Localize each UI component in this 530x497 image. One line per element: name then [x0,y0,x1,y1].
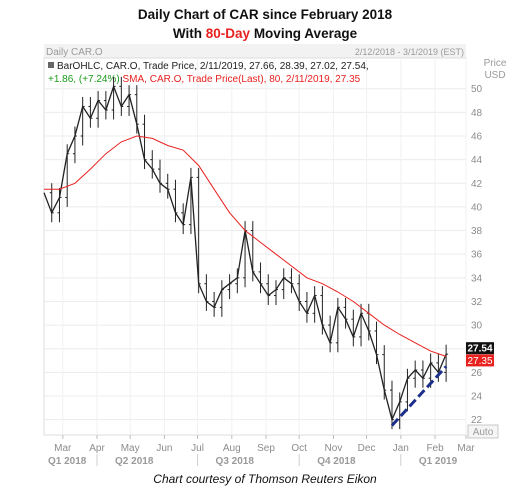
quarter-tick-label: Q1 2018 [48,456,87,467]
trendline [390,365,448,427]
month-tick-label: Nov [325,443,343,454]
y-tick-label: 42 [471,179,483,190]
month-tick-label: Sep [257,443,275,454]
month-tick-label: Dec [358,443,376,454]
y-tick-label: 32 [471,297,483,308]
chart-subtitle: With 80-Day Moving Average [0,26,530,41]
last-price-label: 27.54 [467,344,492,355]
y-tick-label: 34 [471,273,483,284]
panel-title: Daily CAR.O [46,47,103,58]
sma-price-label: 27.35 [467,356,492,367]
y-tick-label: 36 [471,250,483,261]
legend-change: +1.86, (+7.24%) [48,74,120,85]
price-labels: 27.54 27.35 [466,342,494,367]
y-tick-label: 38 [471,226,483,237]
plot-area [43,57,467,436]
y-tick-label: 26 [471,368,483,379]
y-tick-label: 48 [471,108,483,119]
y-tick-label: 44 [471,155,483,166]
month-tick-label: Apr [89,443,105,454]
y-tick-label: 50 [471,84,483,95]
chart-title: Daily Chart of CAR since February 2018 [137,7,393,22]
chart-header-band: Daily CAR.O 2/12/2018 - 3/1/2019 (EST) [44,44,466,58]
y-tick-label: 46 [471,132,483,143]
y-tick-label: 24 [471,392,483,403]
y-tick-label: 40 [471,202,483,213]
month-tick-label: May [121,443,140,454]
month-tick-label: Aug [223,443,241,454]
quarter-tick-label: Q1 2019 [419,456,458,467]
legend-sma: SMA, CAR.O, Trade Price(Last), 80, 2/11/… [120,74,361,85]
x-axis: Mar Apr May Jun Jul Aug Sep Oct Nov Dec Jan Feb Mar Q… [48,435,475,467]
subtitle-suffix: Moving Average [250,26,358,41]
month-tick-label: Mar [457,443,475,454]
legend: BarOHLC, CAR.O, Trade Price, 2/11/2019, … [48,61,369,85]
month-tick-label: Oct [291,443,307,454]
y-tick-label: 22 [471,415,483,426]
sma-series-line [44,135,447,357]
price-axis-label: Price [484,58,507,69]
last-price-box [466,342,494,355]
subtitle-accent: 80-Day [205,26,251,41]
date-range-label: 2/12/2018 - 3/1/2019 (EST) [355,47,464,57]
legend-ohlc-text: BarOHLC, CAR.O, Trade Price, 2/11/2019, … [57,61,369,72]
ohlc-bars [49,76,449,430]
legend-swatch-ohlc [48,62,54,68]
y-tick-label: 30 [471,321,483,332]
y-axis: 222426283032343638404244464850 [471,84,483,426]
month-tick-label: Mar [54,443,72,454]
currency-label: USD [484,70,505,81]
quarter-tick-label: Q2 2018 [115,456,154,467]
month-tick-label: Feb [426,443,444,454]
price-chart: Daily CAR.O 2/12/2018 - 3/1/2019 (EST) P… [43,44,507,467]
gridlines [44,58,467,435]
legend-sma-text: +1.86, (+7.24%) SMA, CAR.O, Trade Price(… [48,74,361,85]
month-tick-label: Jul [191,443,204,454]
sma-price-box [466,354,494,367]
subtitle-prefix: With [172,26,206,41]
quarter-tick-label: Q4 2018 [317,456,356,467]
month-tick-label: Jan [393,443,409,454]
auto-scale-button[interactable] [467,424,499,439]
month-tick-label: Jun [156,443,172,454]
auto-label: Auto [473,427,494,438]
chart-caption: Chart courtesy of Thomson Reuters Eikon [153,472,377,486]
quarter-tick-label: Q3 2018 [216,456,255,467]
